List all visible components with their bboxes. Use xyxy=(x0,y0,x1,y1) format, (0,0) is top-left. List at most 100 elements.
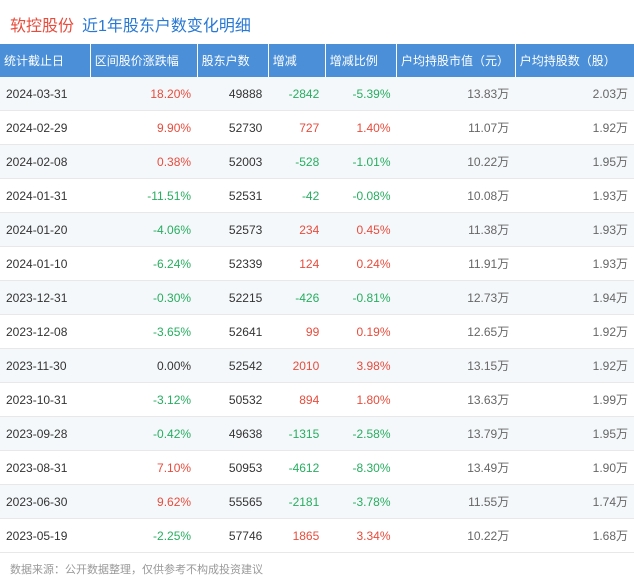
cell-count: 52003 xyxy=(197,145,268,179)
cell-diff: -426 xyxy=(268,281,325,315)
cell-mv: 13.49万 xyxy=(397,451,516,485)
cell-date: 2023-12-31 xyxy=(0,281,90,315)
cell-count: 52573 xyxy=(197,213,268,247)
cell-diff: -2181 xyxy=(268,485,325,519)
cell-diff: -1315 xyxy=(268,417,325,451)
shareholder-table: 统计截止日区间股价涨跌幅股东户数增减增减比例户均持股市值（元）户均持股数（股） … xyxy=(0,44,634,553)
cell-date: 2023-09-28 xyxy=(0,417,90,451)
cell-mv: 10.22万 xyxy=(397,145,516,179)
cell-shares: 1.99万 xyxy=(515,383,634,417)
cell-date: 2023-05-19 xyxy=(0,519,90,553)
cell-shares: 1.93万 xyxy=(515,247,634,281)
cell-date: 2023-11-30 xyxy=(0,349,90,383)
cell-mv: 11.07万 xyxy=(397,111,516,145)
table-row: 2024-02-299.90%527307271.40%11.07万1.92万 xyxy=(0,111,634,145)
cell-diff: 1865 xyxy=(268,519,325,553)
table-row: 2023-10-31-3.12%505328941.80%13.63万1.99万 xyxy=(0,383,634,417)
cell-date: 2024-01-20 xyxy=(0,213,90,247)
cell-mv: 13.79万 xyxy=(397,417,516,451)
cell-ratio: 0.19% xyxy=(325,315,396,349)
cell-mv: 10.08万 xyxy=(397,179,516,213)
cell-mv: 13.83万 xyxy=(397,77,516,111)
cell-diff: 2010 xyxy=(268,349,325,383)
cell-count: 49888 xyxy=(197,77,268,111)
cell-diff: 727 xyxy=(268,111,325,145)
cell-change: 0.00% xyxy=(90,349,197,383)
cell-change: -6.24% xyxy=(90,247,197,281)
cell-date: 2024-02-08 xyxy=(0,145,90,179)
table-row: 2023-12-31-0.30%52215-426-0.81%12.73万1.9… xyxy=(0,281,634,315)
cell-change: 18.20% xyxy=(90,77,197,111)
cell-diff: 124 xyxy=(268,247,325,281)
col-header-6: 户均持股数（股） xyxy=(515,44,634,77)
cell-shares: 1.74万 xyxy=(515,485,634,519)
cell-date: 2024-02-29 xyxy=(0,111,90,145)
col-header-3: 增减 xyxy=(268,44,325,77)
table-row: 2024-01-10-6.24%523391240.24%11.91万1.93万 xyxy=(0,247,634,281)
cell-date: 2024-03-31 xyxy=(0,77,90,111)
stock-name: 软控股份 xyxy=(10,12,74,36)
cell-mv: 11.38万 xyxy=(397,213,516,247)
cell-diff: 234 xyxy=(268,213,325,247)
cell-count: 52339 xyxy=(197,247,268,281)
cell-shares: 1.90万 xyxy=(515,451,634,485)
cell-ratio: 0.24% xyxy=(325,247,396,281)
table-body: 2024-03-3118.20%49888-2842-5.39%13.83万2.… xyxy=(0,77,634,553)
cell-ratio: -2.58% xyxy=(325,417,396,451)
cell-shares: 1.92万 xyxy=(515,349,634,383)
cell-mv: 11.91万 xyxy=(397,247,516,281)
cell-ratio: -3.78% xyxy=(325,485,396,519)
table-row: 2024-01-20-4.06%525732340.45%11.38万1.93万 xyxy=(0,213,634,247)
table-header: 软控股份 近1年股东户数变化明细 xyxy=(0,0,634,44)
cell-change: -2.25% xyxy=(90,519,197,553)
cell-ratio: 3.98% xyxy=(325,349,396,383)
table-head: 统计截止日区间股价涨跌幅股东户数增减增减比例户均持股市值（元）户均持股数（股） xyxy=(0,44,634,77)
col-header-0: 统计截止日 xyxy=(0,44,90,77)
cell-shares: 1.95万 xyxy=(515,417,634,451)
table-row: 2023-09-28-0.42%49638-1315-2.58%13.79万1.… xyxy=(0,417,634,451)
cell-mv: 13.15万 xyxy=(397,349,516,383)
cell-ratio: -0.08% xyxy=(325,179,396,213)
cell-count: 52641 xyxy=(197,315,268,349)
cell-shares: 1.92万 xyxy=(515,111,634,145)
cell-ratio: 1.40% xyxy=(325,111,396,145)
cell-date: 2023-12-08 xyxy=(0,315,90,349)
cell-ratio: -0.81% xyxy=(325,281,396,315)
cell-count: 52531 xyxy=(197,179,268,213)
cell-date: 2023-06-30 xyxy=(0,485,90,519)
cell-change: 7.10% xyxy=(90,451,197,485)
cell-ratio: 1.80% xyxy=(325,383,396,417)
cell-date: 2023-10-31 xyxy=(0,383,90,417)
cell-mv: 12.73万 xyxy=(397,281,516,315)
table-row: 2024-01-31-11.51%52531-42-0.08%10.08万1.9… xyxy=(0,179,634,213)
cell-shares: 2.03万 xyxy=(515,77,634,111)
cell-date: 2023-08-31 xyxy=(0,451,90,485)
cell-mv: 12.65万 xyxy=(397,315,516,349)
cell-diff: -4612 xyxy=(268,451,325,485)
cell-diff: -2842 xyxy=(268,77,325,111)
table-title: 近1年股东户数变化明细 xyxy=(82,12,251,36)
cell-change: -11.51% xyxy=(90,179,197,213)
cell-shares: 1.95万 xyxy=(515,145,634,179)
cell-diff: 99 xyxy=(268,315,325,349)
table-row: 2023-05-19-2.25%5774618653.34%10.22万1.68… xyxy=(0,519,634,553)
table-row: 2024-03-3118.20%49888-2842-5.39%13.83万2.… xyxy=(0,77,634,111)
cell-count: 55565 xyxy=(197,485,268,519)
cell-diff: -42 xyxy=(268,179,325,213)
cell-mv: 13.63万 xyxy=(397,383,516,417)
cell-change: 9.90% xyxy=(90,111,197,145)
col-header-2: 股东户数 xyxy=(197,44,268,77)
cell-count: 52730 xyxy=(197,111,268,145)
cell-mv: 10.22万 xyxy=(397,519,516,553)
cell-change: 0.38% xyxy=(90,145,197,179)
table-row: 2023-12-08-3.65%52641990.19%12.65万1.92万 xyxy=(0,315,634,349)
cell-change: -3.12% xyxy=(90,383,197,417)
cell-count: 50532 xyxy=(197,383,268,417)
cell-count: 49638 xyxy=(197,417,268,451)
cell-change: 9.62% xyxy=(90,485,197,519)
cell-ratio: -8.30% xyxy=(325,451,396,485)
cell-shares: 1.68万 xyxy=(515,519,634,553)
table-row: 2024-02-080.38%52003-528-1.01%10.22万1.95… xyxy=(0,145,634,179)
table-row: 2023-08-317.10%50953-4612-8.30%13.49万1.9… xyxy=(0,451,634,485)
table-row: 2023-11-300.00%5254220103.98%13.15万1.92万 xyxy=(0,349,634,383)
